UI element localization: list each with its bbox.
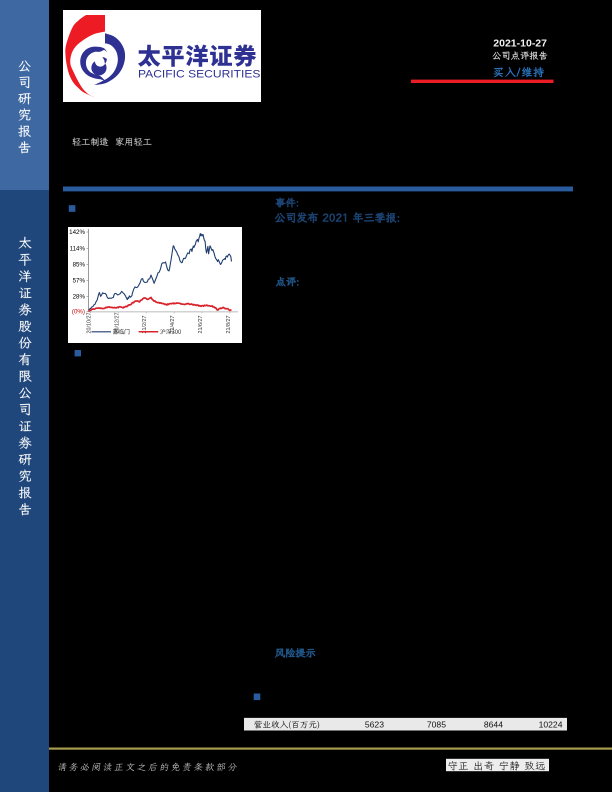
svg-text:7085: 7085 (427, 720, 446, 730)
svg-text:20/12/27: 20/12/27 (114, 313, 120, 334)
svg-text:28%: 28% (73, 294, 86, 301)
svg-text:10224: 10224 (539, 720, 563, 730)
svg-text:21/4/27: 21/4/27 (170, 316, 176, 334)
svg-text:57%: 57% (73, 278, 86, 285)
svg-text:(0%): (0%) (72, 309, 85, 316)
svg-text:21/2/27: 21/2/27 (142, 316, 148, 334)
svg-text:21/8/27: 21/8/27 (226, 316, 232, 334)
svg-text:5623: 5623 (365, 720, 384, 730)
svg-text:2021-10-27: 2021-10-27 (493, 38, 547, 50)
svg-text:8644: 8644 (484, 720, 503, 730)
svg-text:142%: 142% (69, 229, 85, 236)
svg-text:21/6/27: 21/6/27 (198, 316, 204, 334)
svg-text:20/10/27: 20/10/27 (86, 313, 92, 334)
svg-text:85%: 85% (73, 262, 86, 269)
svg-text:PACIFIC SECURITIES: PACIFIC SECURITIES (138, 69, 261, 81)
svg-text:114%: 114% (70, 246, 86, 253)
